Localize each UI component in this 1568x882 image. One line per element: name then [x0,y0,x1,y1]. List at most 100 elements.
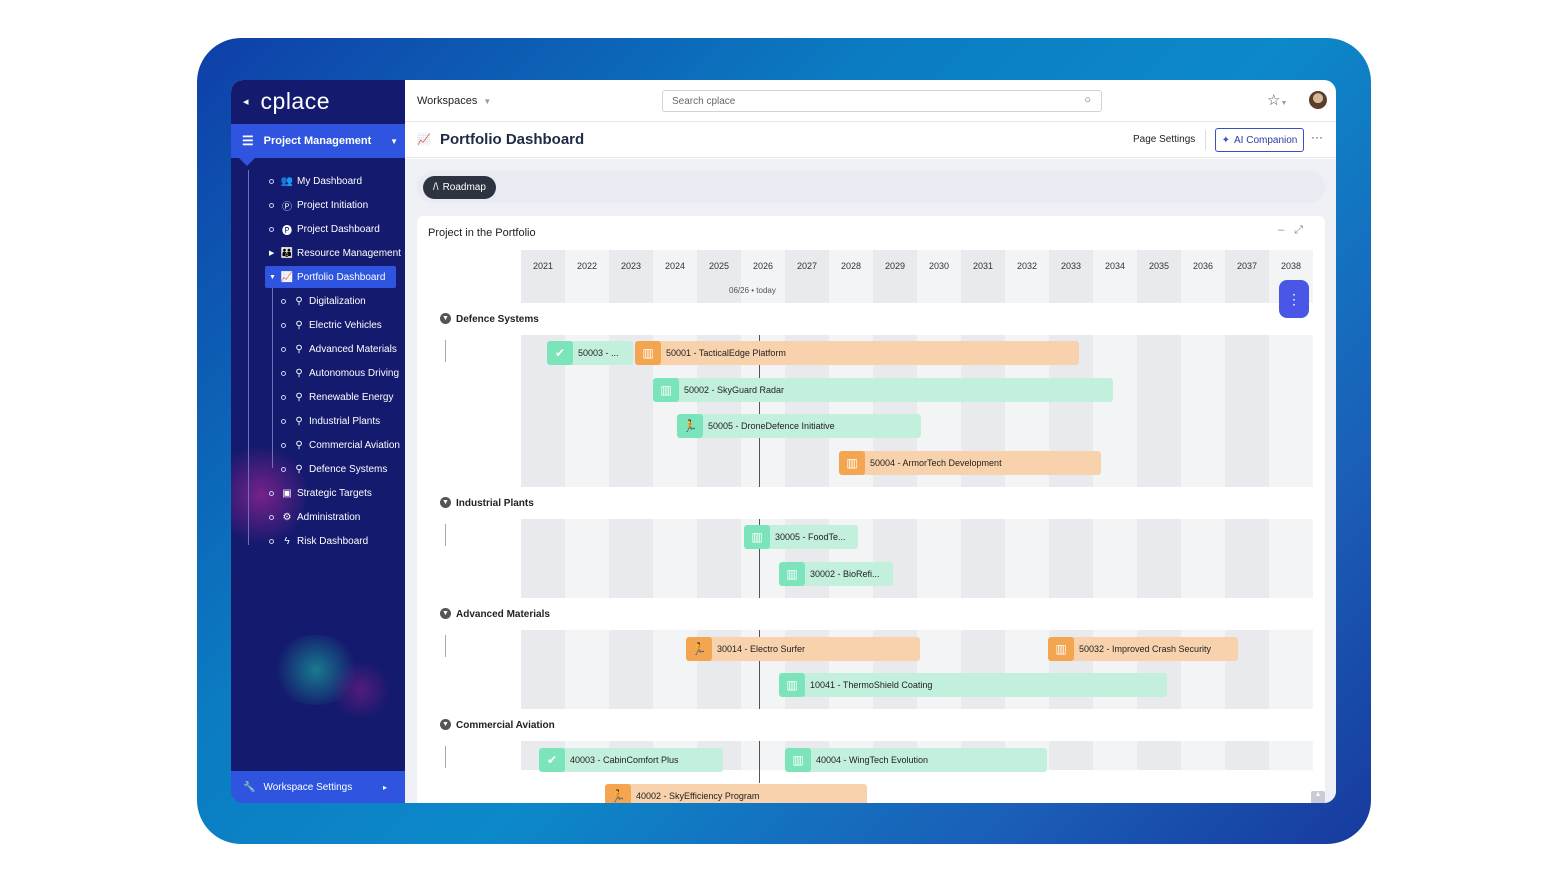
sidebar-item-digitalization[interactable]: ⚲ Digitalization [281,290,366,312]
chevron-down-icon[interactable]: ▼ [269,273,276,281]
project-bar[interactable]: ▥ 50002 - SkyGuard Radar [653,378,1113,402]
chevron-right-icon[interactable]: ▶ [269,250,275,257]
group-tick [445,635,446,657]
more-options-icon[interactable]: ··· [1311,130,1323,144]
chevron-down-icon[interactable]: ▼ [440,719,451,730]
chevron-down-icon[interactable]: ▼ [440,608,451,619]
bullet-icon [281,322,286,328]
pin-icon: ⚲ [295,295,303,307]
map-icon: ▥ [779,562,805,586]
year-label: 2030 [928,261,950,271]
sidebar-item-resource-management[interactable]: ▶ 👪 Resource Management [269,242,401,264]
sidebar-glow [231,440,306,550]
project-bar[interactable]: ▥ 40004 - WingTech Evolution [785,748,1047,772]
bullet-icon [281,394,286,400]
group-label: Defence Systems [456,313,539,325]
pin-icon: ⚲ [295,367,303,379]
sidebar-item-label: Renewable Energy [309,391,394,403]
pin-icon: ⚲ [295,439,303,451]
widget-title: Project in the Portfolio [428,227,536,239]
today-line [759,333,760,783]
project-bar[interactable]: ▥ 50032 - Improved Crash Security [1048,637,1238,661]
sidebar-item-industrial-plants[interactable]: ⚲ Industrial Plants [281,410,380,432]
sidebar-item-defence-systems[interactable]: ⚲ Defence Systems [281,458,387,480]
chevron-down-icon[interactable]: ▼ [440,313,451,324]
sidebar-item-my-dashboard[interactable]: 👥 My Dashboard [269,170,362,192]
sparkle-icon: ✦ [1221,134,1230,146]
group-label: Advanced Materials [456,608,550,620]
sidebar-item-administration[interactable]: ⚙ Administration [269,506,360,528]
avatar[interactable] [1309,91,1327,109]
sidebar-item-label: Digitalization [309,295,366,307]
group-header[interactable]: ▼ Industrial Plants [417,487,1325,519]
map-icon: ▥ [635,341,661,365]
project-bar-label: 40003 - CabinComfort Plus [570,755,679,765]
chevron-down-icon[interactable]: ▼ [440,497,451,508]
project-bar[interactable]: ✔ 40003 - CabinComfort Plus [539,748,723,772]
year-label: 2035 [1148,261,1170,271]
scroll-up-icon[interactable]: ▲ [1311,791,1325,803]
sidebar-item-electric-vehicles[interactable]: ⚲ Electric Vehicles [281,314,382,336]
search-icon: ○ [1084,94,1091,106]
group-tick [445,746,446,768]
year-label: 2029 [884,261,906,271]
workspace-selector[interactable]: ☰ Project Management ▼ [231,124,405,166]
content-area: /\ Roadmap Project in the Portfolio –⤢ 2… [405,159,1336,803]
bullet-icon [269,538,274,544]
floating-menu-button[interactable]: ⋮ [1279,280,1309,318]
search-input[interactable]: Search cplace ○ [662,90,1102,112]
year-label: 2022 [576,261,598,271]
today-label: 06/26 • today [729,286,776,295]
sidebar-item-project-dashboard[interactable]: 🅟 Project Dashboard [269,218,380,240]
target-icon: ▣ [282,487,292,499]
sidebar-item-label: Advanced Materials [309,343,397,355]
portfolio-widget: Project in the Portfolio –⤢ 2021 2022 2023… [417,216,1325,803]
project-bar[interactable]: 🏃 30014 - Electro Surfer [686,637,920,661]
sidebar-item-renewable-energy[interactable]: ⚲ Renewable Energy [281,386,394,408]
project-bar-label: 50001 - TacticalEdge Platform [666,348,786,358]
project-bar[interactable]: ▥ 10041 - ThermoShield Coating [779,673,1167,697]
sidebar-item-risk-dashboard[interactable]: ϟ Risk Dashboard [269,530,368,552]
workspace-settings-button[interactable]: 🔧 Workspace Settings ▸ [231,771,405,803]
year-label: 2021 [532,261,554,271]
bullet-icon [281,298,286,304]
sidebar-item-commercial-aviation[interactable]: ⚲ Commercial Aviation [281,434,400,456]
sidebar-item-project-initiation[interactable]: Ⓟ Project Initiation [269,194,368,216]
project-bar[interactable]: ▥ 30005 - FoodTe... [744,525,858,549]
map-icon: ▥ [779,673,805,697]
cplace-logo[interactable]: cplace [260,87,331,114]
project-bar[interactable]: 🏃 50005 - DroneDefence Initiative [677,414,921,438]
page-settings-button[interactable]: Page Settings [1133,134,1196,145]
workspaces-label: Workspaces [417,94,478,107]
sidebar-item-strategic-targets[interactable]: ▣ Strategic Targets [269,482,372,504]
year-label: 2036 [1192,261,1214,271]
sidebar-item-label: Autonomous Driving [309,367,400,379]
sidebar-item-autonomous-driving[interactable]: ⚲ Autonomous Driving [281,362,399,384]
project-bar-label: 10041 - ThermoShield Coating [810,680,933,690]
tab-roadmap[interactable]: /\ Roadmap [423,176,496,199]
pin-icon: ⚲ [295,319,303,331]
chevron-down-icon: ▼ [483,96,492,106]
project-bar[interactable]: ▥ 50001 - TacticalEdge Platform [635,341,1079,365]
sidebar-item-label: Administration [297,511,361,523]
sidebar-item-advanced-materials[interactable]: ⚲ Advanced Materials [281,338,397,360]
collapse-icon[interactable]: ◂ [243,95,249,108]
sidebar-item-label: My Dashboard [297,175,363,187]
project-bar[interactable]: ▥ 30002 - BioRefi... [779,562,893,586]
group-header[interactable]: ▼ Defence Systems [417,303,1325,335]
map-icon: ▥ [839,451,865,475]
project-bar-label: 30002 - BioRefi... [810,569,880,579]
widget-controls[interactable]: –⤢ [1278,224,1313,236]
group-header[interactable]: ▼ Advanced Materials [417,598,1325,630]
sidebar: ◂ cplace ☰ Project Management ▼ 👥 My Das… [231,80,405,803]
project-bar[interactable]: 🏃 40002 - SkyEfficiency Program [605,784,867,803]
workspaces-menu[interactable]: Workspaces ▼ [417,95,491,107]
favorite-star-icon[interactable]: ☆▼ [1267,92,1288,109]
group-header[interactable]: ▼ Commercial Aviation [417,709,1325,741]
project-bar[interactable]: ✔ 50003 - ... [547,341,633,365]
sidebar-item-portfolio-dashboard[interactable]: ▼ 📈 Portfolio Dashboard [265,266,396,288]
ai-companion-button[interactable]: ✦ AI Companion [1215,128,1304,152]
tab-label: Roadmap [442,182,486,193]
year-label: 2034 [1104,261,1126,271]
project-bar[interactable]: ▥ 50004 - ArmorTech Development [839,451,1101,475]
